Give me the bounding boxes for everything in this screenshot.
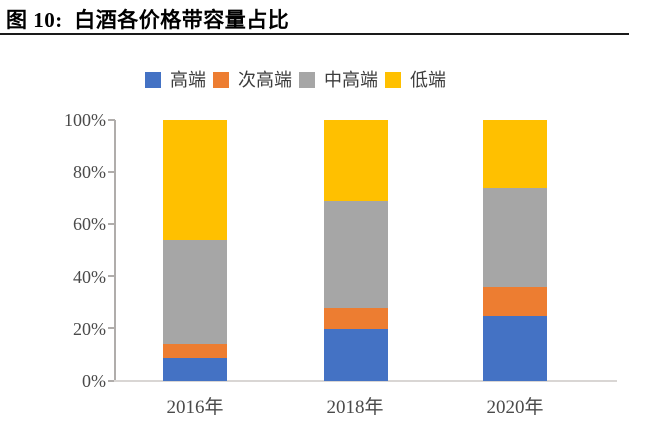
legend-label: 高端 [170, 70, 206, 90]
x-axis-category-label: 2016年 [166, 397, 224, 418]
bar-segment-低端 [324, 120, 388, 201]
bar-segment-中高端 [163, 240, 227, 345]
figure-title: 图 10: 白酒各价格带容量占比 [6, 8, 290, 32]
y-axis-tick-label: 0% [82, 371, 106, 391]
title-divider [0, 33, 629, 35]
bar-segment-低端 [483, 120, 547, 188]
y-axis-tick-mark [108, 223, 115, 225]
legend-swatch-icon [299, 72, 315, 88]
x-axis-line [114, 380, 617, 382]
bar-segment-次高端 [324, 307, 388, 329]
y-axis-tick-mark [108, 171, 115, 173]
y-axis-tick-mark [108, 327, 115, 329]
bar-segment-高端 [324, 328, 388, 381]
y-axis-tick-label: 80% [73, 162, 106, 182]
bar-segment-中高端 [324, 200, 388, 308]
y-axis-tick-label: 40% [73, 267, 106, 287]
legend-swatch-icon [145, 72, 161, 88]
bar-segment-低端 [163, 120, 227, 241]
bar-segment-次高端 [483, 287, 547, 316]
legend-label: 次高端 [238, 70, 292, 90]
y-axis-tick-label: 60% [73, 214, 106, 234]
bar-segment-高端 [163, 357, 227, 381]
y-axis-line [114, 120, 116, 382]
chart-legend: 高端 次高端 中高端 低端 [145, 71, 446, 89]
stacked-bar-2018 [324, 120, 388, 381]
bar-segment-高端 [483, 315, 547, 381]
stacked-bar-2016 [163, 120, 227, 381]
y-axis-tick-label: 20% [73, 319, 106, 339]
legend-item: 中高端 [299, 71, 378, 89]
y-axis-tick-mark [108, 119, 115, 121]
bar-segment-中高端 [483, 187, 547, 288]
legend-item: 低端 [385, 71, 446, 89]
legend-item: 次高端 [213, 71, 292, 89]
legend-label: 中高端 [324, 70, 378, 90]
x-axis-category-label: 2020年 [486, 397, 544, 418]
legend-label: 低端 [410, 70, 446, 90]
x-axis-category-label: 2018年 [326, 397, 384, 418]
y-axis-tick-label: 100% [64, 110, 106, 130]
legend-swatch-icon [213, 72, 229, 88]
y-axis-tick-mark [108, 275, 115, 277]
y-axis-tick-mark [108, 380, 115, 382]
bar-segment-次高端 [163, 344, 227, 358]
stacked-bar-2020 [483, 120, 547, 381]
legend-swatch-icon [385, 72, 401, 88]
legend-item: 高端 [145, 71, 206, 89]
